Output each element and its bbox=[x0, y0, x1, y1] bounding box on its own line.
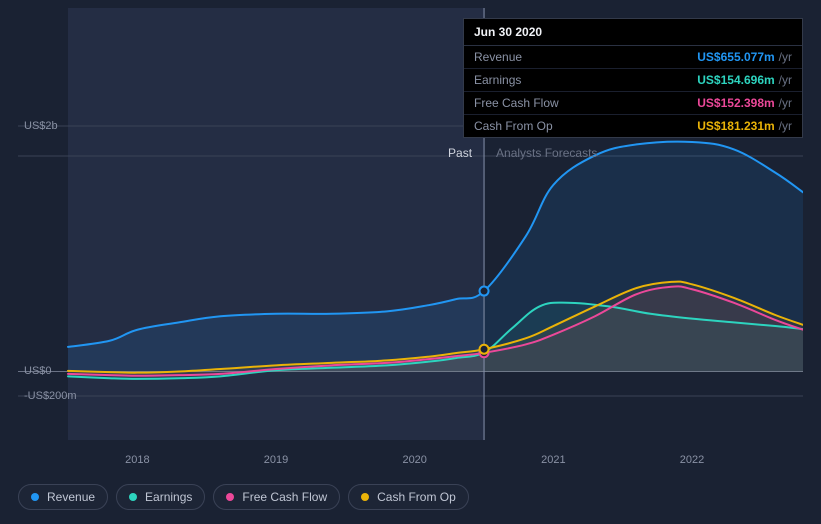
tooltip-row-value: US$655.077m bbox=[697, 50, 774, 64]
series-marker-cfo bbox=[480, 345, 489, 354]
finance-chart-card: US$2b US$0 -US$200m 2018 2019 2020 2021 2022 P… bbox=[0, 0, 821, 524]
tooltip-row: Free Cash FlowUS$152.398m/yr bbox=[464, 92, 802, 115]
y-axis-tick-label: -US$200m bbox=[24, 390, 77, 402]
x-axis-tick-label: 2019 bbox=[264, 454, 288, 466]
legend-item-revenue[interactable]: Revenue bbox=[18, 484, 108, 510]
tooltip-row-unit: /yr bbox=[779, 50, 792, 64]
x-axis-tick-label: 2022 bbox=[680, 454, 704, 466]
legend-item-label: Cash From Op bbox=[377, 490, 456, 504]
series-marker-revenue bbox=[480, 287, 489, 296]
tooltip-date: Jun 30 2020 bbox=[464, 19, 802, 46]
legend-item-label: Earnings bbox=[145, 490, 192, 504]
legend-item-earnings[interactable]: Earnings bbox=[116, 484, 205, 510]
tooltip-row-label: Revenue bbox=[474, 50, 697, 64]
legend-dot-icon bbox=[31, 493, 39, 501]
tooltip-row-label: Earnings bbox=[474, 73, 697, 87]
tooltip-row-label: Cash From Op bbox=[474, 119, 697, 133]
legend-dot-icon bbox=[129, 493, 137, 501]
legend-dot-icon bbox=[226, 493, 234, 501]
tooltip-row-label: Free Cash Flow bbox=[474, 96, 697, 110]
legend-item-cash-from-op[interactable]: Cash From Op bbox=[348, 484, 469, 510]
tooltip-row-value: US$181.231m bbox=[697, 119, 774, 133]
tooltip-row-value: US$152.398m bbox=[697, 96, 774, 110]
x-axis-tick-label: 2021 bbox=[541, 454, 565, 466]
section-label-past: Past bbox=[18, 146, 484, 160]
tooltip-row: RevenueUS$655.077m/yr bbox=[464, 46, 802, 69]
y-axis-tick-label: US$0 bbox=[24, 365, 52, 377]
legend-item-label: Free Cash Flow bbox=[242, 490, 327, 504]
tooltip-row-unit: /yr bbox=[779, 96, 792, 110]
chart-tooltip: Jun 30 2020 RevenueUS$655.077m/yrEarning… bbox=[463, 18, 803, 138]
y-axis-tick-label: US$2b bbox=[24, 120, 58, 132]
tooltip-row-unit: /yr bbox=[779, 119, 792, 133]
x-axis-tick-label: 2020 bbox=[402, 454, 426, 466]
section-label-forecast: Analysts Forecasts bbox=[484, 146, 803, 160]
tooltip-row: Cash From OpUS$181.231m/yr bbox=[464, 115, 802, 137]
legend-item-label: Revenue bbox=[47, 490, 95, 504]
x-axis-tick-label: 2018 bbox=[125, 454, 149, 466]
section-label-row: Past Analysts Forecasts bbox=[18, 146, 803, 160]
legend-dot-icon bbox=[361, 493, 369, 501]
tooltip-row-unit: /yr bbox=[779, 73, 792, 87]
legend-item-free-cash-flow[interactable]: Free Cash Flow bbox=[213, 484, 340, 510]
tooltip-row-value: US$154.696m bbox=[697, 73, 774, 87]
chart-legend: Revenue Earnings Free Cash Flow Cash From O… bbox=[18, 484, 469, 510]
tooltip-row: EarningsUS$154.696m/yr bbox=[464, 69, 802, 92]
